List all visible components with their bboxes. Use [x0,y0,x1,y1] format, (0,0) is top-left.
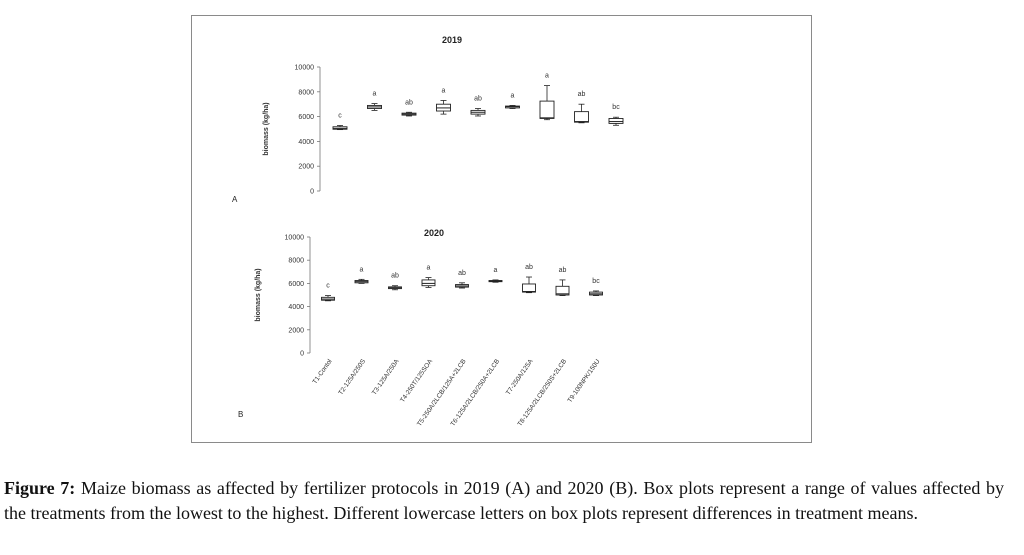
significance-letter: ab [405,99,413,106]
panel-2020: 2020 0 2000 4000 6000 8000 10000 biomass (kg/ha… [238,228,603,428]
figure-frame [191,15,812,443]
y-tick-label: 10000 [285,235,305,242]
significance-letter: ab [559,267,567,274]
significance-letter: a [442,87,446,94]
figure-caption: Figure 7: Maize biomass as affected by f… [4,476,1004,526]
significance-letter: c [338,113,342,120]
y-tick-label: 8000 [288,258,304,265]
significance-letter: ab [578,91,586,98]
chart-title: 2020 [424,228,444,238]
y-tick-label: 0 [300,351,304,358]
significance-letter: a [427,265,431,272]
box-plot-7: ab [522,264,536,294]
box-plot-8: ab [555,267,570,296]
x-category-label: T2-125A/250S [337,358,367,397]
box-plot-4: a [421,265,436,288]
significance-letter: a [545,73,549,80]
box-plot-7: a [539,73,555,121]
significance-letter: ab [391,273,399,280]
significance-letter: ab [525,264,533,271]
box-plot-2: a [367,91,382,111]
x-category-label: T7-250A/125A [505,358,535,397]
iqr-box [421,279,436,287]
panel-letter: A [232,195,238,204]
box-plot-4: a [436,87,451,115]
box-plot-1: c [321,283,335,302]
significance-letter: a [360,266,364,273]
y-axis-label: biomass (kg/ha) [255,268,262,321]
iqr-box [574,111,589,123]
box-plot-8: ab [574,91,589,124]
significance-letter: bc [612,104,620,111]
y-tick-label: 2000 [298,164,314,171]
iqr-box [539,100,555,119]
x-category-label: T3-125A/250A [371,358,401,397]
box-plot-figure: 2019 0 2000 4000 6000 8000 10000 biomass (kg/ha… [232,35,624,428]
y-tick-label: 4000 [298,139,314,146]
box-plot-6: a [505,92,520,109]
chart-title: 2019 [442,35,462,45]
significance-letter: c [326,283,330,290]
box-plot-3: ab [401,99,417,117]
y-tick-label: 4000 [288,304,304,311]
box-plot-9: bc [608,104,624,126]
y-tick-label: 6000 [288,281,304,288]
box-plot-1: c [332,113,348,131]
panel-2019: 2019 0 2000 4000 6000 8000 10000 biomass (kg/ha… [232,35,624,204]
box-plot-9: bc [589,278,603,296]
significance-letter: ab [474,96,482,103]
panel-letter: B [238,410,243,419]
significance-letter: a [494,267,498,274]
figure-caption-label: Figure 7: [4,478,76,498]
significance-letter: bc [592,278,600,285]
iqr-box [522,283,536,293]
significance-letter: a [511,92,515,99]
iqr-box [608,118,624,124]
box-plot-3: ab [388,273,402,291]
figure-caption-text: Maize biomass as affected by fertilizer … [4,478,1005,523]
x-category-label: T4-250T/125SOA [399,358,434,404]
box-plot-5: ab [455,270,469,289]
box-plot-2: a [354,266,369,284]
iqr-box [555,285,570,296]
y-tick-label: 2000 [288,327,304,334]
x-category-label: T9-100NPK/150U [566,358,601,404]
y-tick-label: 0 [310,189,314,196]
box-plot-6: a [488,267,503,283]
significance-letter: ab [458,270,466,277]
box-plot-5: ab [470,96,486,117]
x-category-label: T1-Contol [312,358,334,386]
y-axis-label: biomass (kg/ha) [263,102,270,155]
y-tick-label: 8000 [298,89,314,96]
y-tick-label: 6000 [298,114,314,121]
significance-letter: a [373,91,377,98]
y-tick-label: 10000 [295,65,315,72]
